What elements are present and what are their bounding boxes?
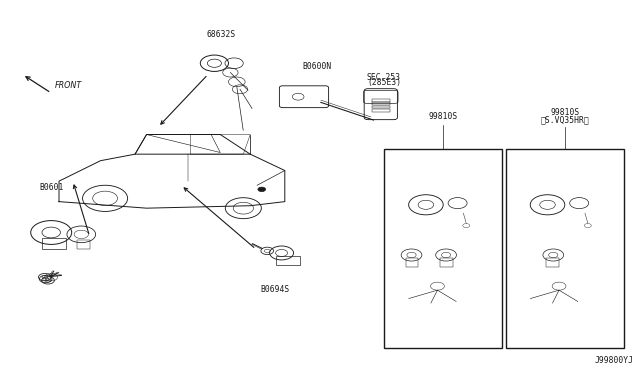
Bar: [372, 106, 390, 108]
Text: 99810S: 99810S: [550, 108, 579, 117]
Circle shape: [258, 187, 266, 192]
Bar: [506, 149, 624, 348]
Bar: [547, 258, 559, 267]
Text: FRONT: FRONT: [54, 81, 82, 90]
Bar: [440, 258, 453, 267]
Bar: [276, 256, 300, 266]
Bar: [372, 109, 390, 112]
Bar: [384, 149, 502, 348]
Text: SEC.253: SEC.253: [367, 73, 401, 82]
Text: 68632S: 68632S: [206, 30, 236, 39]
Text: J99800YJ: J99800YJ: [595, 356, 634, 365]
Text: 〈S.VQ35HR〉: 〈S.VQ35HR〉: [540, 116, 589, 125]
Bar: [406, 258, 419, 267]
Text: B0694S: B0694S: [260, 285, 290, 294]
Bar: [372, 99, 390, 102]
Text: B0601: B0601: [39, 183, 63, 192]
Text: (285E3): (285E3): [367, 78, 401, 87]
Bar: [77, 240, 90, 249]
Text: B0600N: B0600N: [302, 62, 332, 71]
Bar: [42, 238, 66, 249]
Bar: [372, 102, 390, 105]
Text: 99810S: 99810S: [429, 112, 458, 121]
